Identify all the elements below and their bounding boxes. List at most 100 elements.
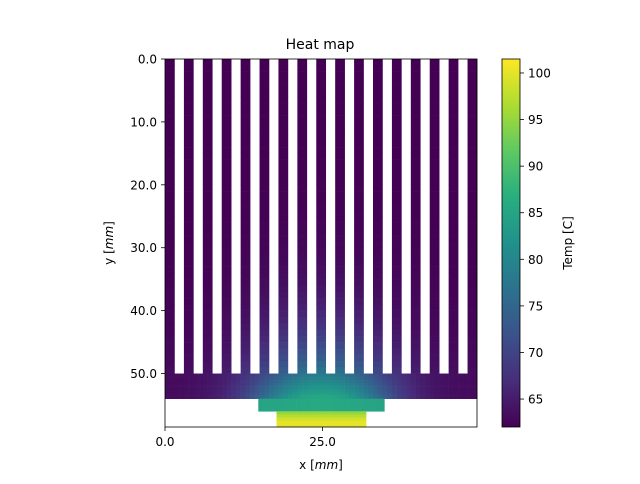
base-cell bbox=[269, 395, 275, 399]
fin-cell bbox=[202, 128, 213, 135]
fin-cell bbox=[467, 109, 478, 116]
base-cell bbox=[254, 379, 260, 384]
fin-cell bbox=[165, 279, 175, 286]
chip-cell bbox=[276, 423, 282, 428]
fin-cell bbox=[183, 178, 194, 186]
fin-cell bbox=[467, 134, 478, 142]
fin-cell bbox=[429, 291, 440, 299]
fin-cell bbox=[259, 235, 270, 242]
chip-cell bbox=[309, 411, 315, 415]
base-cell bbox=[401, 373, 407, 377]
fin-cell bbox=[373, 65, 383, 72]
base-cell bbox=[283, 379, 289, 384]
fin-cell bbox=[259, 165, 270, 173]
fin-cell bbox=[354, 348, 364, 355]
base-cell bbox=[325, 379, 331, 384]
fin-cell bbox=[373, 147, 383, 154]
fin-cell bbox=[202, 304, 213, 311]
fin-cell bbox=[165, 140, 175, 148]
chip-cell bbox=[314, 411, 320, 415]
base-cell bbox=[330, 382, 336, 387]
fin-cell bbox=[467, 165, 478, 173]
base-cell bbox=[212, 389, 218, 393]
base-cell bbox=[254, 382, 260, 387]
base-cell bbox=[396, 382, 402, 387]
fin-cell bbox=[165, 298, 175, 305]
fin-cell bbox=[240, 360, 251, 368]
fin-cell bbox=[297, 247, 308, 255]
fin-cell bbox=[354, 209, 364, 217]
base-cell bbox=[179, 386, 185, 390]
base-cell bbox=[264, 392, 270, 396]
fin-cell bbox=[335, 197, 345, 204]
fin-cell bbox=[410, 128, 421, 135]
base-cell bbox=[221, 392, 227, 396]
base-cell bbox=[212, 382, 218, 387]
chip-cell bbox=[286, 423, 292, 428]
fin-cell bbox=[183, 335, 194, 343]
fin-cell bbox=[448, 316, 459, 324]
base-cell bbox=[273, 386, 279, 390]
fin-cell bbox=[354, 254, 364, 261]
base-cell bbox=[174, 392, 180, 396]
fin-cell bbox=[202, 316, 213, 324]
fin-cell bbox=[240, 90, 251, 98]
fin-cell bbox=[429, 247, 440, 255]
fin-cell bbox=[391, 65, 402, 72]
base-cell bbox=[358, 376, 364, 381]
fin-cell bbox=[316, 310, 327, 318]
fin-cell bbox=[373, 285, 383, 293]
base-cell bbox=[278, 382, 284, 387]
base-cell bbox=[339, 392, 345, 396]
fin-cell bbox=[391, 254, 402, 261]
fin-cell bbox=[202, 291, 213, 299]
fin-cell bbox=[278, 310, 289, 318]
fin-cell bbox=[373, 159, 383, 167]
base-cell bbox=[439, 392, 445, 396]
colorbar-label: Temp [C] bbox=[561, 216, 575, 271]
fin-cell bbox=[165, 165, 175, 173]
fin-cell bbox=[335, 178, 345, 186]
base-cell bbox=[212, 392, 218, 396]
base-cell bbox=[174, 389, 180, 393]
fin-cell bbox=[240, 96, 251, 104]
fin-cell bbox=[429, 59, 440, 66]
y-tick-label: 50.0 bbox=[130, 367, 157, 381]
base-cell bbox=[415, 379, 421, 384]
fin-cell bbox=[467, 103, 478, 110]
base-cell bbox=[264, 376, 270, 381]
fin-cell bbox=[373, 222, 383, 230]
base-cell bbox=[221, 395, 227, 399]
fin-cell bbox=[165, 310, 175, 318]
spreader-cell bbox=[362, 398, 368, 412]
base-cell bbox=[406, 392, 412, 396]
base-cell bbox=[462, 379, 468, 384]
chip-cell bbox=[342, 420, 348, 425]
fin-cell bbox=[202, 178, 213, 186]
fin-cell bbox=[202, 59, 213, 66]
base-cell bbox=[254, 376, 260, 381]
base-cell bbox=[448, 373, 454, 377]
fin-cell bbox=[391, 260, 402, 267]
fin-cell bbox=[240, 71, 251, 79]
base-cell bbox=[259, 386, 265, 390]
fin-cell bbox=[373, 260, 383, 267]
chip-cell bbox=[323, 417, 329, 422]
fin-cell bbox=[316, 172, 327, 179]
base-cell bbox=[235, 389, 241, 393]
fin-cell bbox=[354, 316, 364, 324]
chip-cell bbox=[347, 411, 353, 415]
fin-cell bbox=[202, 354, 213, 362]
base-cell bbox=[382, 395, 388, 399]
chip-cell bbox=[338, 420, 344, 425]
fin-cell bbox=[391, 134, 402, 142]
fin-cell bbox=[240, 247, 251, 255]
fin-cell bbox=[373, 354, 383, 362]
fin-cell bbox=[165, 342, 175, 349]
fin-cell bbox=[335, 291, 345, 299]
fin-cell bbox=[410, 329, 421, 337]
base-cell bbox=[259, 389, 265, 393]
fin-cell bbox=[165, 254, 175, 261]
